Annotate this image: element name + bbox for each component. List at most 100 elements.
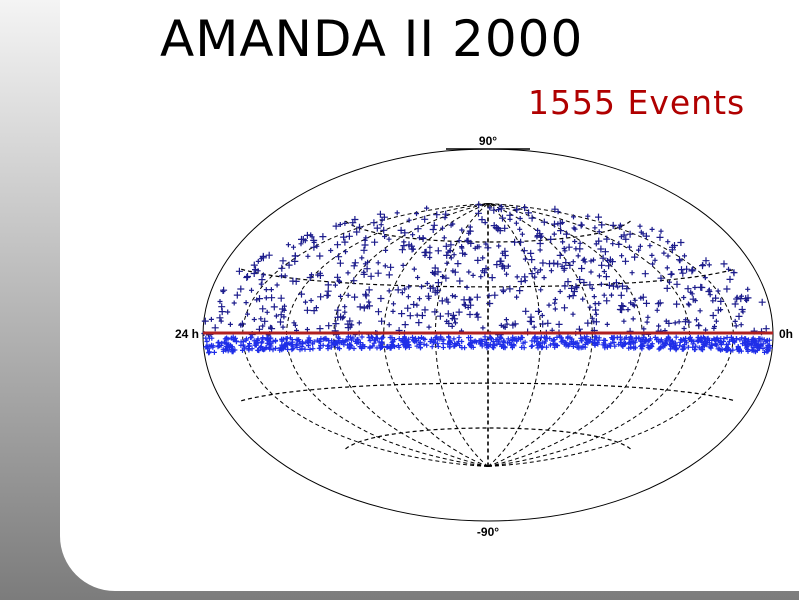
event-marker — [470, 272, 476, 278]
meridian-line — [487, 203, 691, 467]
event-marker — [649, 226, 655, 232]
event-marker — [415, 275, 421, 280]
event-marker — [303, 231, 311, 239]
event-marker — [603, 297, 611, 305]
event-marker — [359, 255, 365, 261]
event-marker — [255, 268, 261, 274]
event-marker — [325, 322, 333, 330]
event-marker — [539, 259, 547, 267]
event-marker — [442, 242, 450, 250]
event-marker — [496, 339, 502, 345]
event-marker — [764, 338, 770, 344]
event-marker — [241, 346, 247, 352]
event-marker — [636, 335, 642, 341]
event-marker — [713, 318, 719, 324]
event-marker — [592, 306, 600, 314]
event-marker — [325, 343, 331, 349]
event-marker — [386, 236, 392, 242]
event-marker — [356, 303, 364, 311]
event-marker — [459, 249, 467, 257]
event-marker — [266, 338, 272, 344]
event-marker — [233, 291, 241, 299]
event-marker — [427, 244, 433, 250]
event-marker — [715, 288, 721, 294]
event-marker — [451, 252, 457, 258]
event-marker — [644, 319, 650, 325]
event-marker — [758, 298, 766, 306]
event-marker — [733, 295, 741, 303]
event-marker — [265, 251, 273, 259]
event-marker — [322, 336, 328, 342]
event-marker — [374, 336, 380, 341]
event-marker — [431, 308, 439, 316]
event-marker — [629, 339, 635, 345]
event-marker — [227, 321, 233, 327]
event-marker — [378, 317, 386, 325]
event-marker — [493, 261, 501, 269]
event-marker — [379, 217, 385, 223]
event-marker — [570, 288, 578, 295]
event-marker — [400, 262, 406, 268]
event-marker — [285, 261, 293, 269]
event-marker — [370, 343, 376, 349]
event-marker — [649, 252, 655, 258]
event-marker — [532, 334, 538, 340]
event-marker — [609, 221, 617, 229]
event-marker — [637, 243, 643, 249]
event-marker — [398, 246, 406, 254]
event-marker — [209, 342, 214, 348]
event-marker — [401, 321, 409, 329]
event-marker — [674, 346, 679, 352]
event-marker — [414, 225, 422, 233]
event-marker — [555, 209, 561, 215]
event-marker — [541, 275, 547, 281]
event-marker — [521, 204, 529, 212]
event-marker — [585, 340, 591, 346]
event-marker — [336, 278, 342, 284]
event-marker — [418, 345, 423, 350]
event-marker — [294, 342, 300, 348]
event-marker — [726, 266, 731, 272]
event-marker — [359, 334, 365, 340]
event-marker — [430, 221, 438, 229]
event-marker — [447, 241, 455, 249]
event-marker — [724, 335, 730, 340]
event-marker — [474, 311, 480, 317]
event-marker — [209, 335, 215, 341]
event-marker — [589, 315, 595, 321]
event-marker — [374, 269, 382, 277]
event-marker — [362, 290, 370, 298]
event-marker — [721, 336, 727, 342]
event-marker — [634, 336, 639, 342]
event-marker — [712, 337, 718, 343]
event-marker — [544, 319, 552, 327]
event-marker — [405, 241, 413, 249]
event-marker — [630, 316, 636, 322]
event-marker — [698, 284, 706, 291]
event-marker — [426, 284, 434, 292]
event-marker — [682, 318, 689, 326]
event-marker — [342, 304, 348, 310]
event-marker — [345, 334, 351, 340]
event-marker — [601, 248, 609, 256]
event-marker — [257, 345, 263, 350]
event-marker — [464, 237, 472, 245]
event-marker — [538, 334, 544, 340]
meridian-line — [285, 203, 489, 467]
event-marker — [573, 246, 579, 252]
event-marker — [367, 344, 373, 350]
event-marker — [483, 241, 489, 247]
event-marker — [760, 341, 766, 347]
event-marker — [535, 336, 541, 342]
event-marker — [444, 260, 450, 266]
event-marker — [486, 300, 494, 307]
event-marker — [732, 318, 738, 324]
event-marker — [563, 340, 569, 346]
event-marker — [577, 240, 583, 246]
event-marker — [480, 255, 486, 261]
event-marker — [650, 261, 656, 267]
event-marker — [514, 274, 520, 280]
event-marker — [281, 344, 287, 350]
event-marker — [464, 284, 470, 290]
event-marker — [601, 292, 607, 298]
